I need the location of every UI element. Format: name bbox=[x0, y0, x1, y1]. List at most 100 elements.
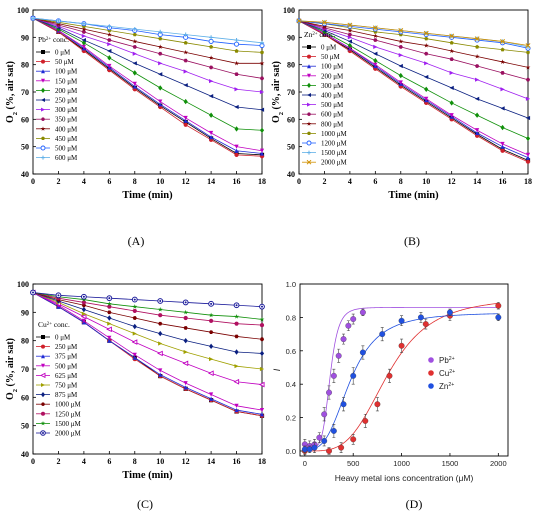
data-point bbox=[183, 115, 188, 121]
data-point bbox=[500, 124, 505, 131]
data-point bbox=[158, 368, 163, 373]
legend-label: 350 μM bbox=[55, 116, 78, 124]
data-point bbox=[424, 96, 429, 101]
legend-label: 800 μM bbox=[321, 120, 344, 128]
data-point bbox=[449, 33, 455, 39]
data-point bbox=[449, 40, 454, 45]
legend-marker bbox=[307, 102, 311, 107]
data-point bbox=[500, 47, 505, 52]
series-line bbox=[32, 292, 263, 370]
data-point bbox=[234, 48, 239, 53]
y-tick-label: 1.0 bbox=[286, 280, 296, 289]
data-point bbox=[233, 378, 240, 385]
data-point bbox=[475, 44, 480, 49]
series-7 bbox=[296, 19, 531, 82]
series-line bbox=[32, 292, 263, 326]
legend-label: 600 μM bbox=[321, 111, 344, 119]
legend-label: 625 μM bbox=[55, 372, 78, 380]
data-point bbox=[56, 18, 61, 24]
data-point bbox=[422, 321, 429, 328]
y-tick-label: 70 bbox=[21, 365, 29, 374]
legend-marker bbox=[41, 136, 45, 141]
series-line bbox=[32, 292, 263, 415]
data-point bbox=[350, 316, 357, 323]
data-point bbox=[209, 94, 214, 99]
legend-marker bbox=[41, 383, 45, 387]
data-point bbox=[321, 19, 327, 25]
data-point bbox=[209, 35, 214, 40]
data-point bbox=[449, 100, 454, 106]
series-line bbox=[32, 292, 263, 385]
legend-label: 600 μM bbox=[55, 154, 78, 162]
panel-d: 0 500 1000 1500 2000 0.0 0.2 0.4 0.6 0.8 1.0 Heavy … bbox=[272, 280, 509, 511]
legend-marker bbox=[307, 150, 311, 155]
series-10 bbox=[30, 289, 265, 310]
data-point bbox=[347, 22, 353, 28]
data-point bbox=[259, 60, 265, 66]
legend-marker bbox=[307, 54, 311, 59]
data-point bbox=[132, 84, 137, 89]
data-point bbox=[107, 55, 112, 61]
data-point bbox=[321, 411, 328, 418]
data-point bbox=[183, 309, 189, 315]
data-point bbox=[107, 310, 112, 315]
data-point bbox=[183, 69, 188, 74]
series-line bbox=[298, 20, 529, 46]
data-point bbox=[158, 313, 163, 318]
data-point bbox=[347, 42, 352, 49]
x-tick-label: 4 bbox=[348, 177, 352, 186]
series-line bbox=[298, 20, 529, 161]
data-point bbox=[500, 38, 506, 44]
series-line bbox=[298, 20, 529, 68]
x-axis-label: Time (min) bbox=[122, 470, 173, 481]
x-tick-label: 4 bbox=[82, 177, 86, 186]
data-point bbox=[321, 438, 328, 444]
legend-marker bbox=[40, 145, 46, 151]
y-tick-label: 80 bbox=[21, 61, 29, 70]
series-line bbox=[32, 17, 263, 131]
data-point bbox=[107, 338, 112, 343]
data-point bbox=[158, 372, 163, 377]
fit-curve bbox=[304, 306, 499, 449]
x-tick-label: 14 bbox=[473, 177, 481, 186]
x-axis-label: Heavy metal ions concentration (μM) bbox=[335, 473, 474, 483]
data-point bbox=[81, 44, 86, 49]
data-point bbox=[158, 72, 163, 77]
y-tick-label: 80 bbox=[287, 61, 295, 70]
x-tick-label: 16 bbox=[233, 177, 241, 186]
data-point bbox=[259, 412, 265, 417]
legend-marker bbox=[41, 411, 45, 416]
data-point bbox=[234, 72, 239, 77]
data-point bbox=[259, 316, 265, 322]
y-tick-label: 100 bbox=[283, 6, 295, 15]
data-point bbox=[398, 80, 403, 85]
data-point bbox=[372, 25, 378, 31]
legend-marker bbox=[307, 93, 311, 97]
legend-label: 500 μM bbox=[55, 145, 78, 153]
data-point bbox=[158, 99, 163, 104]
data-point bbox=[234, 314, 239, 319]
legend-label: 500 μM bbox=[55, 362, 78, 370]
data-point bbox=[131, 296, 138, 303]
x-tick-label: 12 bbox=[448, 177, 456, 186]
series-12 bbox=[296, 18, 531, 48]
data-point bbox=[132, 355, 137, 360]
data-point bbox=[81, 318, 86, 323]
data-point bbox=[525, 155, 531, 160]
data-point bbox=[132, 304, 138, 309]
data-point bbox=[259, 322, 265, 328]
data-point bbox=[183, 32, 188, 37]
legend-marker bbox=[307, 131, 311, 136]
data-point bbox=[373, 38, 378, 42]
data-point bbox=[158, 102, 163, 107]
data-point bbox=[259, 107, 265, 112]
y-tick-label: 70 bbox=[287, 88, 295, 97]
data-point bbox=[132, 331, 137, 336]
data-point bbox=[311, 444, 318, 451]
panel-label: (D) bbox=[406, 497, 423, 511]
panel-label: (C) bbox=[137, 497, 153, 511]
series-line bbox=[32, 292, 263, 320]
data-point bbox=[424, 51, 429, 56]
series-line bbox=[32, 292, 263, 308]
legend-marker bbox=[41, 78, 45, 83]
